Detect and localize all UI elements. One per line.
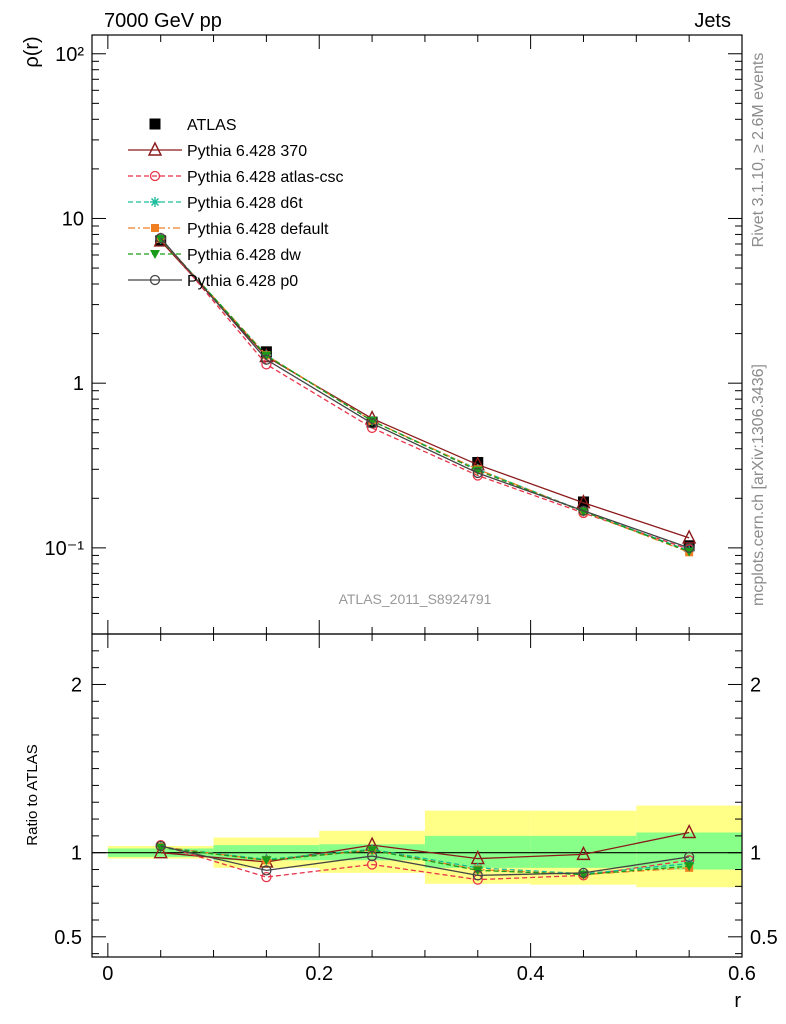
- legend: ATLAS Pythia 6.428 370 Pythia 6.428 atlas-…: [128, 117, 344, 290]
- ratio-y-tick-label-right: 0.5: [750, 927, 778, 949]
- series-5-ratio-point: [366, 850, 378, 862]
- series-4-ratio-point: [261, 856, 272, 866]
- series-0-ratio-line: [160, 831, 690, 863]
- legend-marker: [149, 170, 161, 182]
- series-0-ratio-point: [682, 823, 697, 839]
- series-1-main-line: [160, 237, 690, 550]
- series-4-ratio-point: [367, 846, 378, 856]
- series-layer: [153, 232, 697, 885]
- legend-marker: [150, 197, 160, 207]
- legend-atlas-marker: [149, 118, 161, 130]
- axes: 10⁻¹ 1 10 10² 0 0.2 0.4 0.6 0.5 0.5 1 1 2 2: [45, 34, 778, 985]
- ratio-y-tick-label-right: 2: [750, 674, 761, 696]
- legend-marker: [151, 224, 159, 232]
- series-5-ratio-point: [684, 851, 695, 863]
- series-5-main-point: [472, 467, 483, 479]
- ratio-y-axis-label: Ratio to ATLAS: [24, 744, 41, 845]
- x-tick-label: 0.4: [517, 963, 545, 985]
- stat-uncertainty-band: [530, 835, 637, 868]
- ratio-uncertainty-bands: [92, 805, 742, 888]
- main-y-tick-label: 1: [73, 373, 84, 395]
- series-4-main-point: [155, 235, 166, 245]
- series-5-ratio-point: [578, 867, 589, 879]
- series-0-ratio-point: [153, 844, 168, 859]
- ratio-y-tick-label: 2: [71, 674, 82, 696]
- legend-label: Pythia 6.428 default: [187, 221, 329, 238]
- legend-label: Pythia 6.428 370: [187, 143, 307, 160]
- ratio-panel-frame: [91, 633, 743, 958]
- x-axis-label: r: [734, 990, 741, 1012]
- series-2-ratio-line: [160, 846, 690, 875]
- legend-atlas-label: ATLAS: [187, 117, 237, 134]
- series-4-main-point: [261, 351, 272, 361]
- legend-label: Pythia 6.428 p0: [187, 273, 298, 290]
- atlas-data-point: [683, 540, 695, 552]
- header-right-label: Jets: [694, 10, 731, 32]
- x-tick-label: 0: [102, 963, 113, 985]
- legend-label: Pythia 6.428 dw: [187, 247, 301, 264]
- series-5-main-point: [578, 505, 589, 516]
- series-0-main-line: [160, 240, 690, 539]
- series-5-main-point: [684, 542, 695, 554]
- legend-marker: [150, 250, 160, 259]
- series-4-ratio-line: [160, 847, 690, 876]
- ratio-y-tick-label: 0.5: [54, 927, 82, 949]
- series-1-ratio-line: [160, 844, 690, 881]
- series-5-main-point: [261, 354, 272, 365]
- main-y-tick-label: 10⁻¹: [45, 538, 85, 560]
- series-5-ratio-line: [160, 845, 690, 877]
- ratio-y-tick-label-right: 1: [750, 843, 761, 865]
- main-y-axis-label: ρ(r): [21, 36, 43, 67]
- mcplots-label: mcplots.cern.ch [arXiv:1306.3436]: [750, 364, 767, 606]
- series-1-ratio-point: [261, 871, 272, 883]
- x-tick-label: 0.6: [728, 963, 756, 985]
- header-left-label: 7000 GeV pp: [104, 10, 222, 32]
- series-5-main-point: [155, 232, 166, 244]
- series-0-ratio-point: [576, 845, 591, 861]
- legend-label: Pythia 6.428 atlas-csc: [187, 169, 344, 186]
- rivet-version-label: Rivet 3.1.10, ≥ 2.6M events: [750, 53, 767, 248]
- main-y-tick-label: 10²: [55, 44, 84, 66]
- atlas-data-point: [472, 456, 484, 468]
- legend-marker: [147, 141, 163, 156]
- series-5-ratio-point: [155, 840, 166, 852]
- legend-marker: [149, 274, 161, 286]
- series-5-main-line: [160, 237, 690, 549]
- legend-label: Pythia 6.428 d6t: [187, 195, 303, 212]
- series-4-main-line: [160, 238, 690, 553]
- x-tick-label: 0.2: [305, 963, 333, 985]
- series-4-ratio-point: [684, 862, 695, 872]
- series-5-ratio-point: [472, 870, 483, 881]
- ratio-y-tick-label: 1: [71, 843, 82, 865]
- atlas-data-point: [577, 496, 589, 508]
- main-y-tick-label: 10: [62, 208, 84, 230]
- analysis-watermark: ATLAS_2011_S8924791: [339, 591, 492, 607]
- series-5-main-point: [366, 418, 378, 429]
- series-5-ratio-point: [261, 865, 272, 876]
